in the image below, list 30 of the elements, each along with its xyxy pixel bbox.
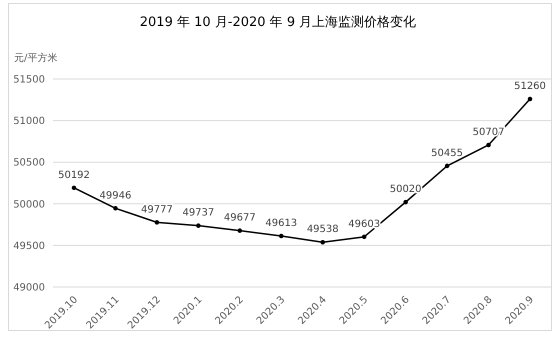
data-label: 50455 bbox=[431, 148, 463, 159]
y-axis-title: 元/平方米 bbox=[14, 52, 58, 64]
data-label: 50192 bbox=[58, 170, 90, 181]
y-tick-label: 51500 bbox=[13, 74, 45, 86]
data-label: 49538 bbox=[306, 224, 339, 236]
point bbox=[528, 96, 532, 102]
y-tick-label: 51000 bbox=[13, 116, 45, 128]
point bbox=[238, 228, 242, 233]
point bbox=[72, 186, 76, 190]
y-tick-label: 50500 bbox=[13, 158, 45, 169]
data-label: 49737 bbox=[182, 208, 214, 219]
point bbox=[196, 223, 201, 228]
point bbox=[279, 234, 284, 238]
point bbox=[486, 142, 491, 148]
y-tick-label: 49000 bbox=[13, 282, 45, 294]
data-label: 49946 bbox=[100, 190, 132, 202]
point bbox=[403, 200, 408, 204]
point bbox=[362, 234, 366, 240]
y-tick-label: 49500 bbox=[13, 240, 45, 252]
y-tick-label: 50000 bbox=[13, 199, 45, 210]
data-label: 51260 bbox=[514, 80, 546, 92]
data-label: 49677 bbox=[224, 212, 256, 224]
point bbox=[113, 206, 118, 211]
point bbox=[320, 240, 325, 244]
data-label: 49603 bbox=[348, 218, 380, 230]
data-label: 49613 bbox=[265, 218, 298, 229]
point bbox=[154, 220, 160, 225]
chart-title: 2019 年 10 月-2020 年 9 月上海监测价格变化 bbox=[140, 15, 416, 30]
point bbox=[444, 164, 450, 168]
data-label: 49777 bbox=[141, 204, 173, 216]
